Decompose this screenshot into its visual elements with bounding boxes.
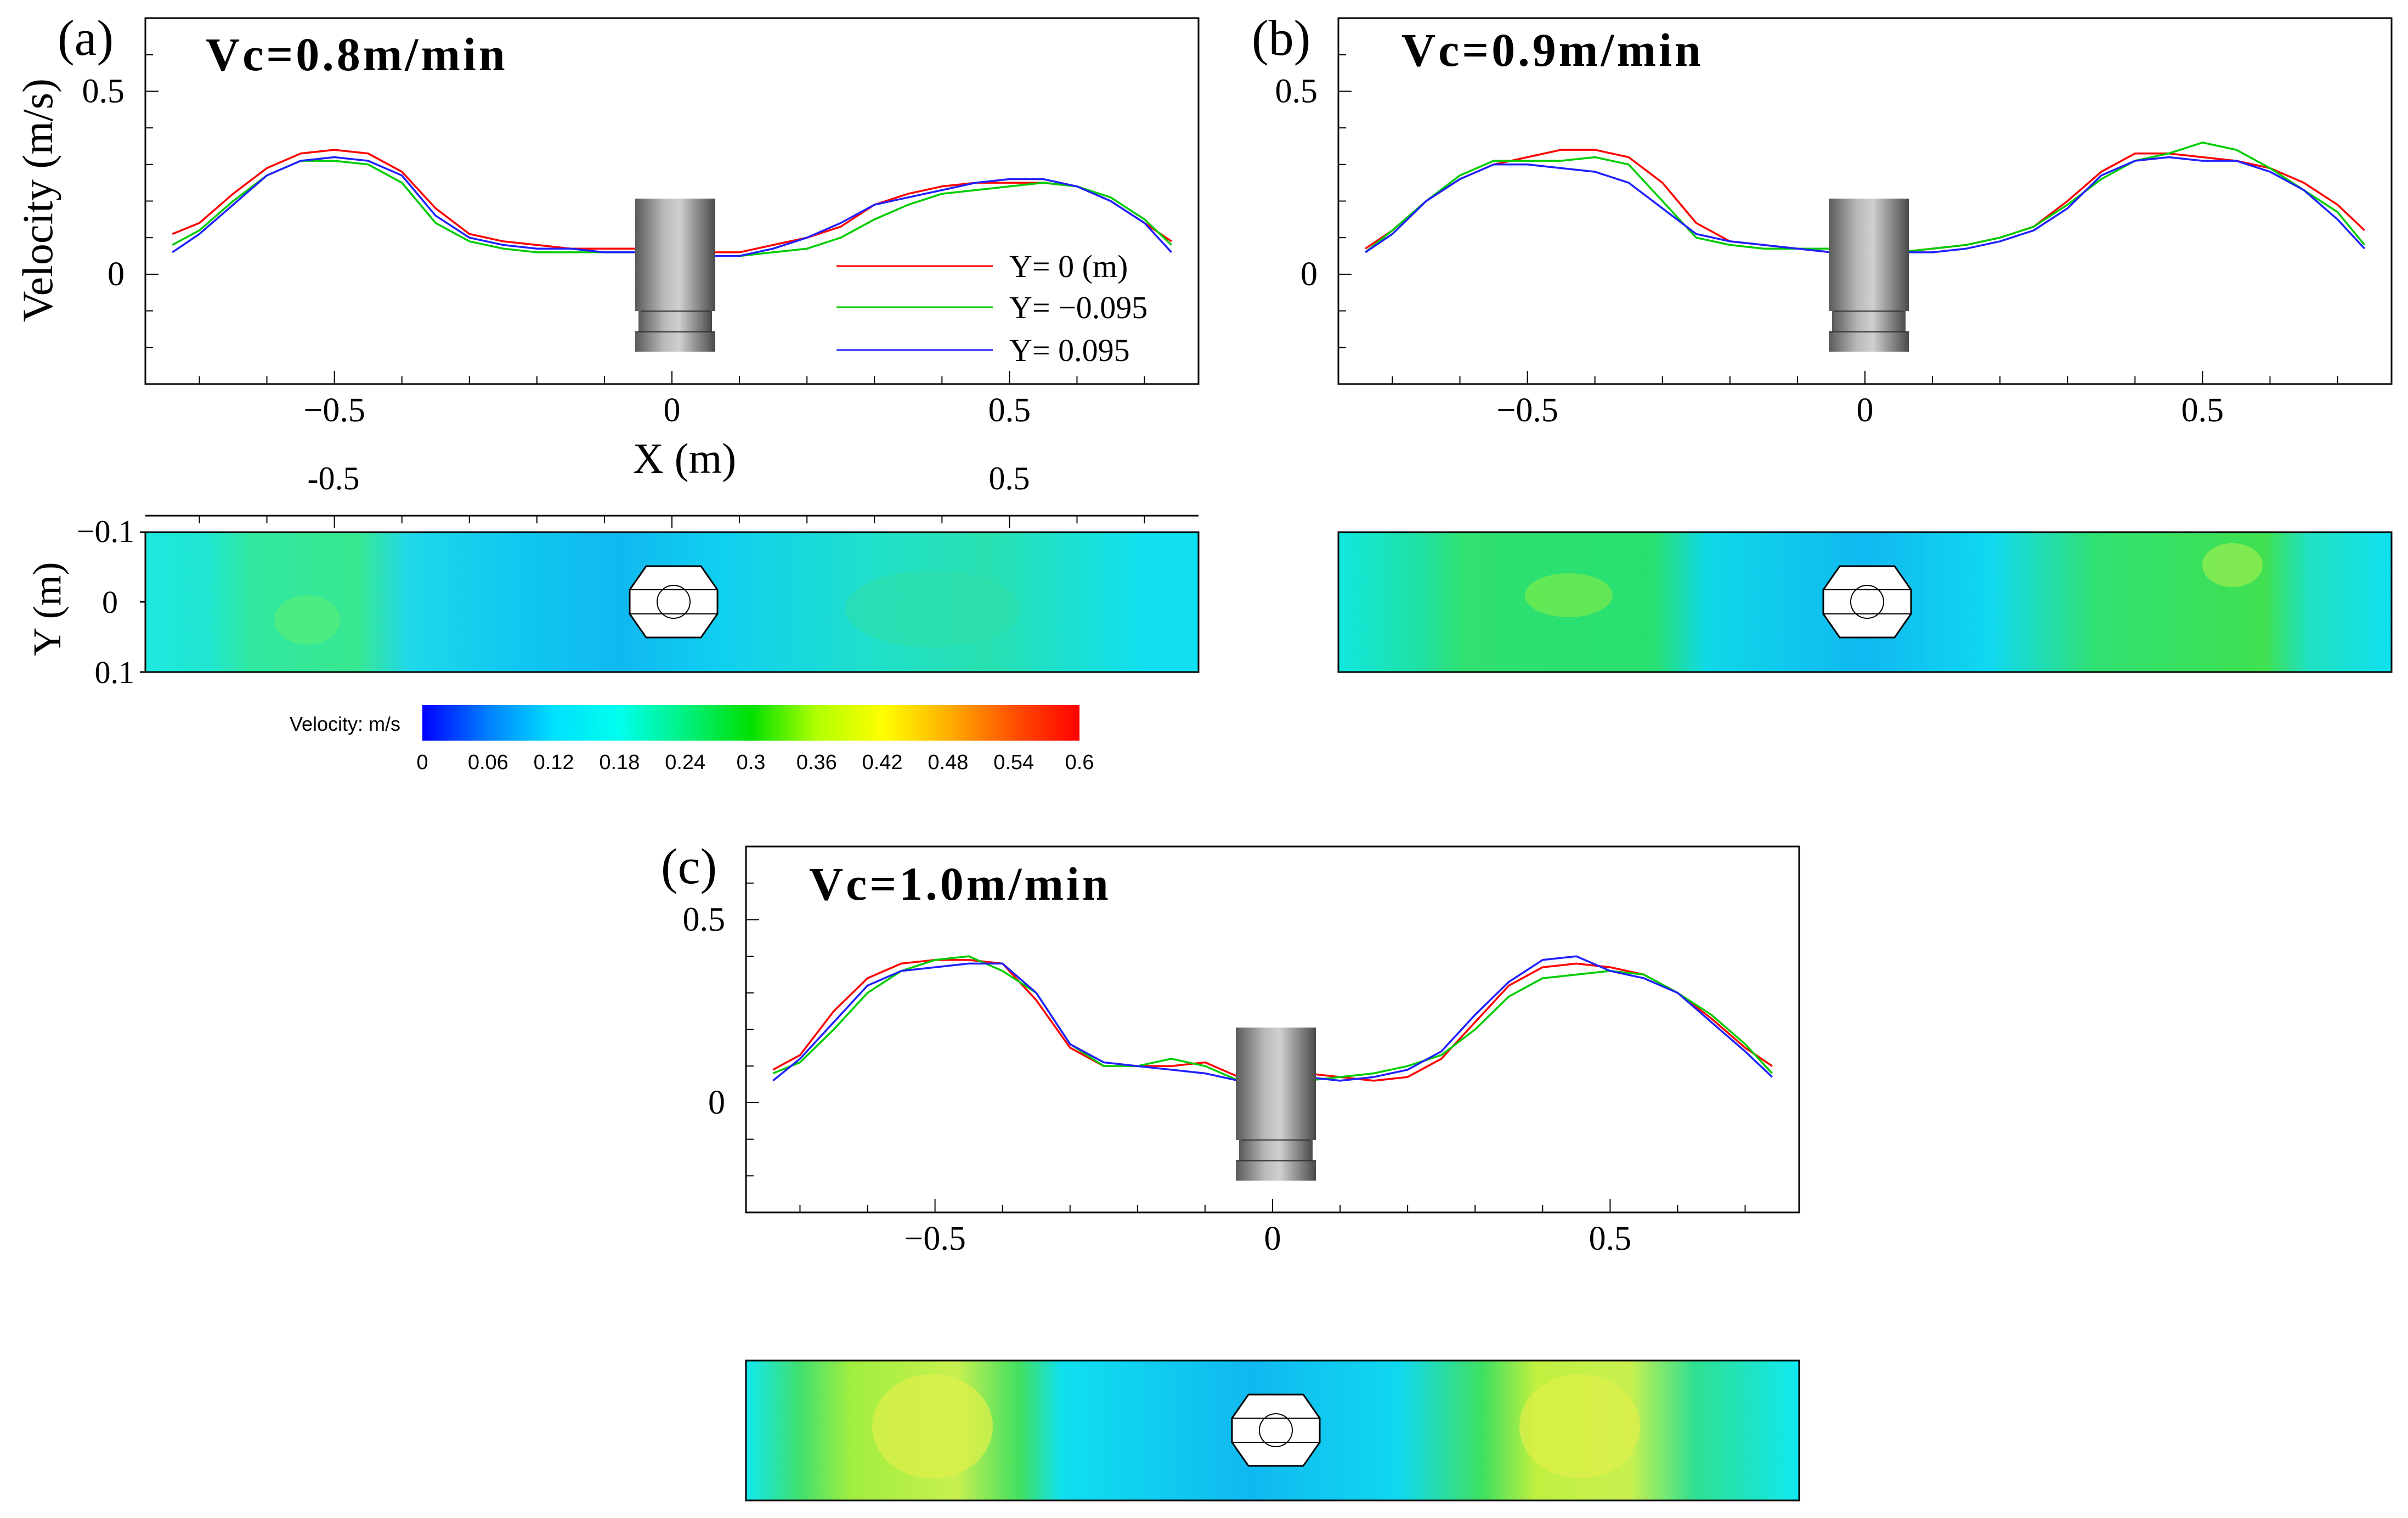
- colorbar: Velocity: m/s 0 0.06 0.12 0.18 0.24 0.3 0.36 0.…: [290, 705, 1094, 774]
- panel-b: −0.5 0 0.5 0 0.5 (b) Vc=0.9m/min: [1252, 10, 2393, 429]
- x-tick-label: 0: [664, 392, 681, 429]
- colorbar-title: Velocity: m/s: [290, 713, 400, 735]
- x-tick-label: 0: [1857, 392, 1874, 429]
- contour-b: [1337, 531, 2393, 673]
- contour-blob: [872, 1374, 993, 1479]
- contour-y-tick-label: 0: [102, 584, 118, 620]
- legend-label-ypos: Y= 0.095: [1009, 332, 1130, 368]
- x-tick-label: −0.5: [904, 1220, 965, 1257]
- x-tick-label: 0.5: [2181, 392, 2224, 429]
- colorbar-tick-label: 0.18: [599, 751, 640, 774]
- contour-blob: [1519, 1374, 1640, 1479]
- chart-title-b: Vc=0.9m/min: [1401, 24, 1704, 76]
- panel-c: −0.5 0 0.5 0 0.5 (c) Vc=1.0m/min: [661, 838, 1800, 1257]
- contour-c: [745, 1359, 1800, 1502]
- y-tick-label: 0.5: [1275, 72, 1318, 110]
- colorbar-tick-label: 0.3: [737, 751, 766, 774]
- nozzle-a: [635, 199, 715, 352]
- colorbar-ticks: 0 0.06 0.12 0.18 0.24 0.3 0.36 0.42 0.48 0.54 0.6: [416, 751, 1094, 774]
- contour-blob: [845, 571, 1020, 647]
- contour-blob: [1525, 573, 1613, 617]
- contour-blob: [274, 595, 340, 645]
- y-tick-label: 0: [108, 256, 125, 293]
- contour-x-ticks-a: [199, 516, 1145, 528]
- chart-title-a: Vc=0.8m/min: [206, 28, 508, 81]
- nozzle-section-c: [1231, 1393, 1321, 1467]
- nozzle-section-a: [629, 565, 719, 639]
- contour-x-tick-label: 0.5: [989, 460, 1030, 496]
- x-tick-label: −0.5: [303, 392, 365, 429]
- y-tick-label: 0: [1301, 256, 1318, 293]
- y-tick-label: 0: [708, 1084, 725, 1121]
- ticks-c: −0.5 0 0.5 0 0.5: [683, 882, 1746, 1257]
- panel-label-c: (c): [661, 838, 717, 894]
- colorbar-tick-label: 0.24: [665, 751, 705, 774]
- contour-y-axis-label: Y (m): [25, 562, 69, 656]
- colorbar-tick-label: 0.12: [534, 751, 574, 774]
- panel-label-b: (b): [1252, 10, 1310, 66]
- legend-label-y0: Y= 0 (m): [1009, 249, 1128, 284]
- y-axis-label: Velocity (m/s): [14, 78, 61, 322]
- colorbar-tick-label: 0.36: [796, 751, 837, 774]
- x-tick-label: −0.5: [1496, 392, 1558, 429]
- x-tick-label: 0.5: [1589, 1220, 1632, 1257]
- nozzle-c: [1236, 1028, 1316, 1181]
- colorbar-tick-label: 0: [416, 751, 428, 774]
- legend: Y= 0 (m) Y= −0.095 Y= 0.095: [836, 249, 1148, 368]
- colorbar-tick-label: 0.48: [928, 751, 968, 774]
- x-tick-label: 0: [1264, 1220, 1281, 1257]
- chart-title-c: Vc=1.0m/min: [809, 857, 1111, 910]
- colorbar-tick-label: 0.54: [993, 751, 1034, 774]
- contour-x-tick-label: -0.5: [308, 460, 360, 496]
- contour-blob: [2202, 543, 2263, 587]
- legend-label-yneg: Y= −0.095: [1009, 290, 1148, 325]
- contour-a: -0.5 0.5 −0.1 0 0.1 Y (m): [25, 460, 1200, 690]
- colorbar-tick-label: 0.06: [468, 751, 508, 774]
- y-tick-label: 0.5: [683, 901, 726, 938]
- panel-label-a: (a): [58, 10, 114, 66]
- ticks-a: −0.5 0 0.5 0 0.5: [82, 54, 1145, 429]
- ticks-b: −0.5 0 0.5 0 0.5: [1275, 54, 2338, 429]
- y-tick-label: 0.5: [82, 72, 125, 110]
- nozzle-section-b: [1822, 565, 1912, 639]
- contour-y-tick-label: 0.1: [95, 654, 135, 690]
- colorbar-tick-label: 0.42: [862, 751, 903, 774]
- contour-y-tick-label: −0.1: [77, 513, 134, 549]
- colorbar-gradient: [422, 705, 1079, 741]
- x-tick-label: 0.5: [988, 392, 1031, 429]
- nozzle-b: [1829, 199, 1909, 352]
- x-axis-label: X (m): [633, 434, 736, 482]
- colorbar-tick-label: 0.6: [1065, 751, 1094, 774]
- panel-a: −0.5 0 0.5 0 0.5 (a) Vc=0.8m/min Velocity (m…: [14, 10, 1200, 482]
